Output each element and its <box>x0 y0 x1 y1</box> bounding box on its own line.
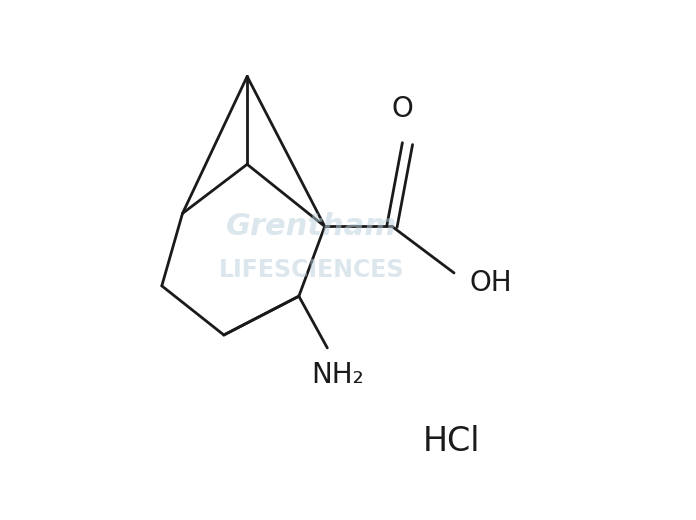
Text: O: O <box>391 95 413 123</box>
Text: Grentham: Grentham <box>226 212 397 241</box>
Text: LIFESCIENCES: LIFESCIENCES <box>219 258 404 282</box>
Text: OH: OH <box>470 269 512 297</box>
Text: NH₂: NH₂ <box>311 361 364 389</box>
Text: HCl: HCl <box>422 424 480 458</box>
